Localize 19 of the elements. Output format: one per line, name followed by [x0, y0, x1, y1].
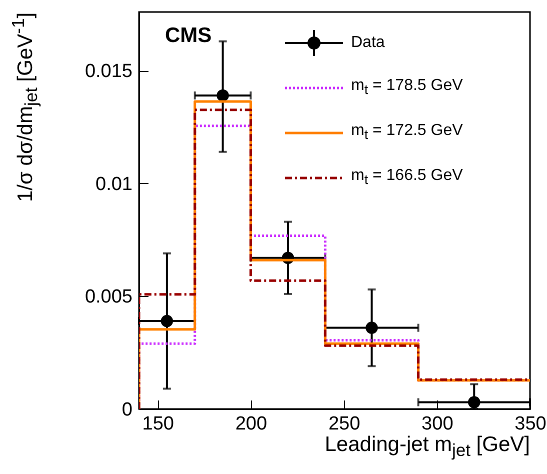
- y-tick-label: 0: [122, 400, 132, 420]
- x-tick-label: 250: [328, 414, 360, 434]
- legend-label: Data: [351, 34, 385, 52]
- point: [160, 314, 174, 328]
- legend-label: m$_{t}$ = 172.5 GeV: [351, 122, 463, 143]
- x-tick-label: 300: [422, 414, 454, 434]
- legend-label: m$_{t}$ = 178.5 GeV: [351, 77, 463, 98]
- y-tick-label: 0.015: [84, 61, 132, 82]
- annotation: CMS: [165, 24, 212, 48]
- point: [216, 89, 229, 102]
- point: [366, 322, 378, 334]
- x-tick-label: 200: [235, 414, 268, 434]
- x-axis-title: Leading-jet m$_{jet}$ [GeV]: [324, 433, 530, 462]
- y-tick-label: 0.005: [84, 286, 132, 308]
- y-tick-label: 0.01: [96, 174, 132, 195]
- x-tick-label: 150: [142, 414, 174, 434]
- x-tick-label: 350: [514, 414, 546, 434]
- legend-label: m$_{t}$ = 166.5 GeV: [351, 167, 463, 188]
- point: [468, 396, 480, 408]
